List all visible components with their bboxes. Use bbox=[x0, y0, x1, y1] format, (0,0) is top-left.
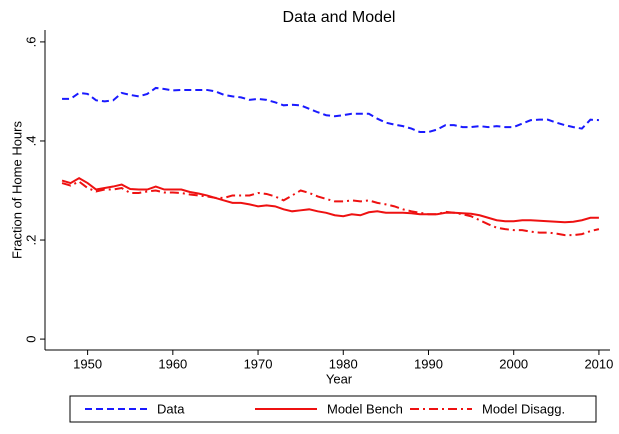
series-line bbox=[62, 86, 599, 134]
x-tick-label: 1980 bbox=[329, 356, 358, 371]
x-tick-label: 1960 bbox=[158, 356, 187, 371]
y-tick-label: .4 bbox=[23, 136, 38, 147]
legend-label: Model Disagg. bbox=[482, 401, 565, 416]
x-tick-label: 2010 bbox=[584, 356, 613, 371]
y-tick-label: .6 bbox=[23, 36, 38, 47]
legend-box bbox=[69, 395, 597, 423]
y-axis-label: Fraction of Home Hours bbox=[9, 121, 24, 259]
x-axis-label: Year bbox=[326, 371, 353, 386]
legend-label: Model Bench bbox=[327, 401, 403, 416]
x-tick-label: 1970 bbox=[244, 356, 273, 371]
y-tick-label: 0 bbox=[23, 335, 38, 342]
x-tick-label: 2000 bbox=[499, 356, 528, 371]
series-line bbox=[61, 180, 600, 237]
x-tick-label: 1990 bbox=[414, 356, 443, 371]
series-line bbox=[61, 176, 599, 224]
chart-title: Data and Model bbox=[283, 9, 396, 26]
x-tick-label: 1950 bbox=[73, 356, 102, 371]
y-tick-label: .2 bbox=[23, 235, 38, 246]
legend-label: Data bbox=[157, 401, 185, 416]
